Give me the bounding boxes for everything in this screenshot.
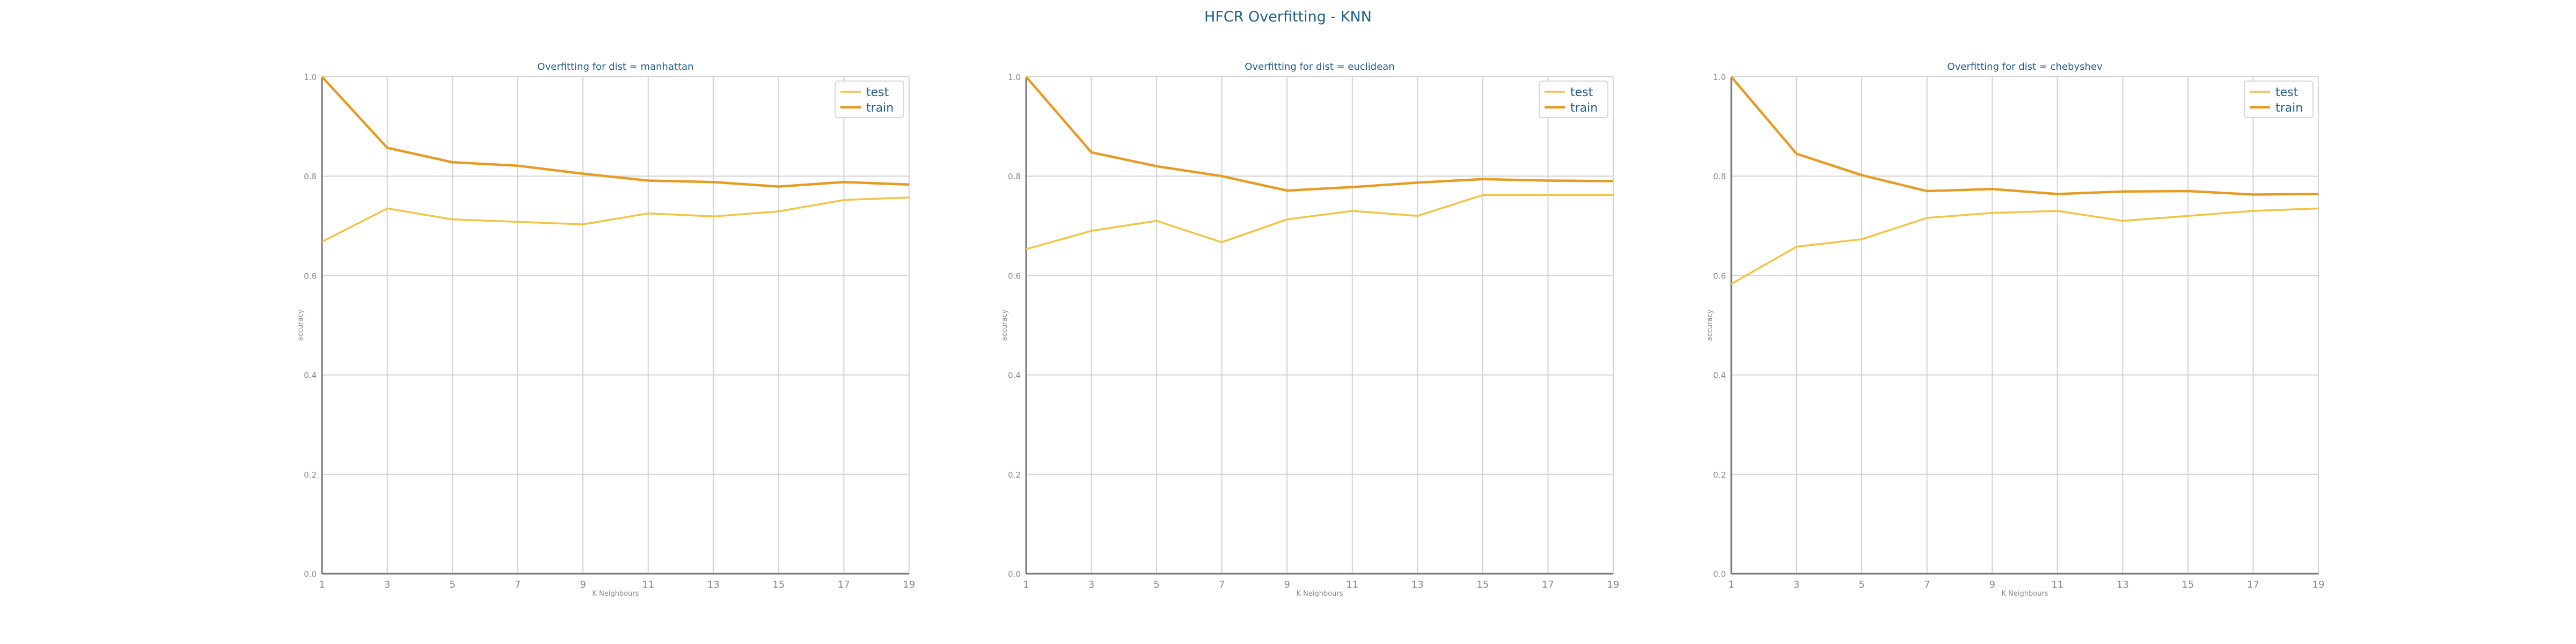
y-tick-label: 0.0 bbox=[1713, 569, 1726, 579]
x-tick-label: 9 bbox=[1989, 579, 1995, 590]
x-tick-label: 15 bbox=[1476, 579, 1489, 590]
y-axis-label: accuracy bbox=[297, 309, 305, 341]
x-axis-label: K Neighbours bbox=[592, 590, 639, 598]
figure-title: HFCR Overfitting - KNN bbox=[1204, 9, 1372, 25]
x-tick-label: 17 bbox=[838, 579, 850, 590]
legend: test train bbox=[2244, 80, 2314, 118]
y-tick-label: 0.2 bbox=[1008, 470, 1021, 480]
x-tick-label: 1 bbox=[319, 579, 325, 590]
x-tick-label: 1 bbox=[1023, 579, 1029, 590]
x-tick-label: 3 bbox=[1088, 579, 1094, 590]
y-tick-label: 1.0 bbox=[1008, 72, 1021, 82]
x-tick-label: 9 bbox=[1284, 579, 1290, 590]
legend-label-train: train bbox=[1570, 101, 1598, 115]
legend-label-train: train bbox=[866, 101, 894, 115]
y-tick-label: 0.6 bbox=[304, 271, 317, 281]
y-tick-label: 1.0 bbox=[304, 72, 317, 82]
legend-label-train: train bbox=[2275, 101, 2303, 115]
x-tick-label: 9 bbox=[580, 579, 586, 590]
y-tick-label: 1.0 bbox=[1713, 72, 1726, 82]
y-tick-label: 0.6 bbox=[1713, 271, 1726, 281]
x-tick-label: 13 bbox=[1411, 579, 1424, 590]
series-line-train bbox=[1730, 76, 2319, 196]
series-line-train bbox=[1025, 76, 1614, 192]
series-line-test bbox=[321, 196, 910, 243]
legend-label-test: test bbox=[2275, 86, 2299, 99]
y-axis-label: accuracy bbox=[1706, 309, 1714, 341]
y-tick-label: 0.0 bbox=[304, 569, 317, 579]
x-axis-label: K Neighbours bbox=[2001, 590, 2048, 598]
x-tick-label: 7 bbox=[515, 579, 521, 590]
x-tick-label: 5 bbox=[1153, 579, 1159, 590]
y-tick-label: 0.6 bbox=[1008, 271, 1021, 281]
x-tick-label: 13 bbox=[707, 579, 720, 590]
y-tick-label: 0.0 bbox=[1008, 569, 1021, 579]
x-tick-label: 3 bbox=[384, 579, 390, 590]
x-axis-label: K Neighbours bbox=[1296, 590, 1343, 598]
x-tick-label: 5 bbox=[1858, 579, 1864, 590]
y-tick-label: 0.4 bbox=[1713, 371, 1726, 380]
x-tick-label: 11 bbox=[1346, 579, 1358, 590]
legend-label-test: test bbox=[1570, 86, 1593, 99]
x-tick-label: 13 bbox=[2117, 579, 2129, 590]
x-tick-label: 3 bbox=[1794, 579, 1799, 590]
x-tick-label: 19 bbox=[1607, 579, 1620, 590]
x-tick-label: 1 bbox=[1728, 579, 1734, 590]
x-tick-label: 7 bbox=[1924, 579, 1930, 590]
y-tick-label: 0.4 bbox=[304, 371, 317, 380]
x-tick-label: 19 bbox=[903, 579, 916, 590]
x-tick-label: 15 bbox=[772, 579, 785, 590]
x-tick-label: 19 bbox=[2312, 579, 2325, 590]
series-line-train bbox=[321, 76, 910, 188]
series-line-test bbox=[1731, 207, 2319, 285]
series-line-test bbox=[1026, 194, 1613, 250]
y-tick-label: 0.8 bbox=[1008, 172, 1021, 181]
x-tick-label: 17 bbox=[2247, 579, 2259, 590]
legend: test train bbox=[835, 80, 904, 118]
chart-title: Overfitting for dist = chebyshev bbox=[1947, 61, 2102, 72]
y-tick-label: 0.2 bbox=[304, 470, 317, 480]
plot-area bbox=[1731, 76, 2319, 574]
x-tick-label: 17 bbox=[1542, 579, 1554, 590]
chart-title: Overfitting for dist = manhattan bbox=[537, 61, 693, 72]
y-tick-label: 0.8 bbox=[1713, 172, 1726, 181]
y-tick-label: 0.2 bbox=[1713, 470, 1726, 480]
chart-panel-1: 1 3 5 7 9 11 13 15 17 190.00.20.40.60.81.0Overfit… bbox=[297, 61, 915, 598]
x-tick-label: 15 bbox=[2182, 579, 2194, 590]
x-tick-label: 5 bbox=[449, 579, 455, 590]
y-tick-label: 0.8 bbox=[304, 172, 317, 181]
legend-label-test: test bbox=[866, 86, 889, 99]
x-tick-label: 7 bbox=[1219, 579, 1225, 590]
x-tick-label: 11 bbox=[642, 579, 654, 590]
plot-area bbox=[1026, 76, 1614, 574]
y-tick-label: 0.4 bbox=[1008, 371, 1021, 380]
chart-panel-2: 1 3 5 7 9 11 13 15 17 190.00.20.40.60.81.0Overfit… bbox=[1001, 61, 1619, 598]
plot-area bbox=[321, 76, 910, 574]
y-axis-label: accuracy bbox=[1001, 309, 1009, 341]
chart-title: Overfitting for dist = euclidean bbox=[1245, 61, 1394, 72]
chart-panel-3: 1 3 5 7 9 11 13 15 17 190.00.20.40.60.81.0Overfit… bbox=[1706, 61, 2324, 598]
x-tick-label: 11 bbox=[2051, 579, 2063, 590]
legend: test train bbox=[1539, 80, 1608, 118]
